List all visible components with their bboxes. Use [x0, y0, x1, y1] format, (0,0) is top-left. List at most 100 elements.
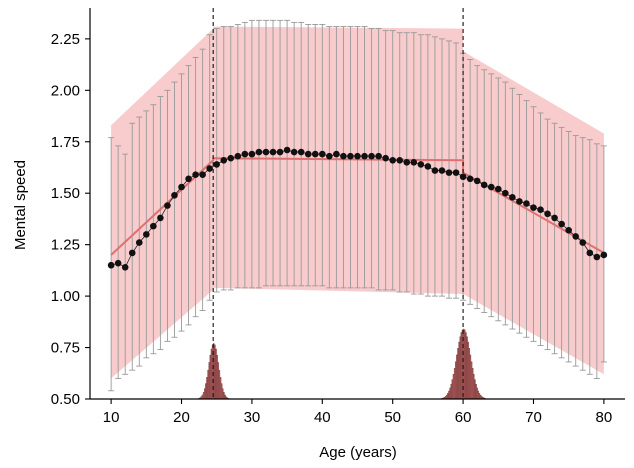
data-point — [234, 152, 242, 160]
error-bar — [431, 36, 438, 297]
data-point — [220, 156, 228, 164]
data-point — [551, 214, 558, 222]
data-point — [276, 148, 284, 156]
data-point — [586, 249, 594, 257]
data-point — [445, 169, 453, 176]
error-bar — [586, 139, 593, 375]
error-bar — [551, 122, 558, 355]
changepoint-histograms — [198, 328, 486, 400]
data-point — [558, 220, 565, 228]
data-point — [487, 183, 495, 191]
data-point — [593, 253, 601, 261]
y-axis-title: Mental speed — [12, 160, 29, 250]
data-point — [157, 214, 164, 222]
data-point — [544, 210, 551, 218]
histogram-bar — [471, 368, 474, 400]
error-bar — [192, 56, 199, 318]
data-point — [227, 154, 235, 162]
histogram-bar — [205, 383, 207, 400]
error-bar — [185, 65, 192, 326]
data-point — [375, 152, 382, 160]
histogram-bar — [206, 377, 208, 400]
y-tick-label: 1.50 — [51, 185, 80, 202]
data-point — [206, 165, 213, 172]
histogram-bar — [458, 341, 460, 400]
changepoint-lines — [212, 8, 464, 399]
data-point — [600, 251, 608, 259]
histogram-bar — [460, 332, 463, 400]
data-point — [150, 222, 157, 230]
histogram-bar — [457, 348, 459, 400]
data-point — [361, 152, 368, 160]
error-bar — [558, 126, 565, 359]
data-point — [347, 152, 354, 160]
data-point — [403, 159, 411, 166]
histogram-bar — [452, 374, 455, 400]
histogram-bar — [222, 388, 224, 400]
error-bar — [213, 28, 220, 293]
data-point — [452, 169, 460, 176]
error-bar — [572, 135, 579, 367]
data-point — [502, 189, 509, 197]
histogram-bar — [219, 377, 222, 400]
changepoint-histogram — [441, 328, 486, 400]
error-bar — [488, 73, 495, 318]
data-point — [143, 231, 150, 238]
histogram-bar — [478, 393, 481, 400]
histogram-bar — [469, 354, 472, 400]
histogram-bar — [210, 348, 213, 400]
data-point — [290, 148, 298, 156]
x-tick-label: 20 — [173, 409, 190, 426]
y-tick-label: 1.00 — [51, 288, 80, 305]
histogram-bar — [465, 332, 467, 400]
histogram-bar — [455, 361, 457, 400]
data-point — [431, 167, 439, 174]
data-point — [523, 200, 530, 207]
data-point — [459, 173, 467, 181]
histogram-bar — [453, 368, 456, 400]
histogram-bar — [476, 387, 478, 400]
y-tick-label: 2.00 — [51, 82, 80, 99]
data-point — [410, 159, 418, 166]
histogram-bar — [468, 348, 471, 400]
histogram-bar — [456, 354, 458, 400]
data-point — [121, 263, 129, 271]
data-point — [164, 202, 171, 209]
error-bar — [171, 81, 178, 338]
histogram-bar — [220, 383, 223, 400]
data-point — [248, 150, 256, 158]
data-point — [516, 198, 523, 205]
data-point — [311, 150, 319, 158]
error-bar — [530, 106, 537, 342]
data-point — [319, 150, 326, 158]
data-point — [438, 167, 446, 174]
data-point — [262, 148, 270, 156]
y-tick-label: 0.50 — [51, 391, 80, 408]
error-bar — [516, 93, 523, 334]
data-point — [424, 163, 432, 170]
histogram-bar — [215, 348, 217, 400]
x-tick-label: 40 — [314, 409, 331, 426]
data-point — [135, 239, 143, 246]
histogram-bar — [208, 362, 210, 400]
histogram-bar — [204, 388, 206, 400]
x-tick-label: 70 — [525, 409, 542, 426]
histogram-bar — [473, 374, 475, 400]
histogram-bar — [467, 341, 469, 400]
error-bar — [157, 96, 164, 351]
histogram-bar — [477, 390, 480, 400]
histogram-bar — [218, 369, 221, 400]
histogram-bar — [470, 361, 473, 400]
error-bar — [481, 69, 488, 314]
error-bar — [178, 73, 185, 332]
histogram-bar — [448, 390, 450, 400]
data-point — [333, 150, 340, 158]
histogram-bar — [474, 379, 476, 400]
error-bar — [593, 143, 600, 379]
data-point — [297, 148, 305, 156]
data-point — [199, 171, 206, 178]
data-points — [107, 146, 608, 271]
error-bar — [565, 131, 572, 363]
y-tick-label: 0.75 — [51, 340, 80, 357]
data-point — [509, 194, 516, 201]
